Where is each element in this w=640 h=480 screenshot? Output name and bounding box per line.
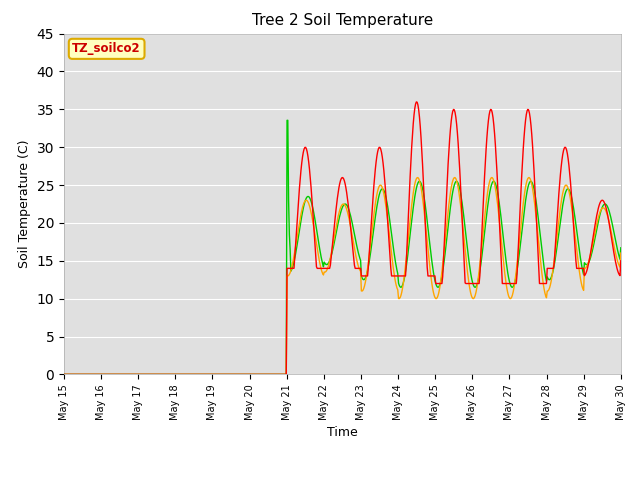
Tree2 -2cm <box>127 372 135 377</box>
Line: Tree2 -2cm: Tree2 -2cm <box>64 102 621 374</box>
Tree2 -4cm <box>617 250 625 256</box>
Tree2 -4cm <box>70 372 78 377</box>
Line: Tree2 -8cm: Tree2 -8cm <box>64 120 621 374</box>
Tree2 -8cm <box>127 372 135 377</box>
Tree2 -8cm <box>428 252 435 258</box>
Tree2 -4cm <box>410 185 418 191</box>
Tree2 -8cm <box>411 194 419 200</box>
Title: Tree 2 Soil Temperature: Tree 2 Soil Temperature <box>252 13 433 28</box>
Line: Tree2 -4cm: Tree2 -4cm <box>64 178 621 374</box>
Tree2 -4cm <box>214 372 221 377</box>
Tree2 -4cm <box>525 175 532 180</box>
Tree2 -4cm <box>426 269 434 275</box>
Tree2 -8cm <box>214 372 221 377</box>
Tree2 -8cm <box>284 118 292 123</box>
Text: TZ_soilco2: TZ_soilco2 <box>72 42 141 55</box>
Tree2 -2cm <box>214 372 221 377</box>
Tree2 -8cm <box>70 372 78 377</box>
Tree2 -4cm <box>184 372 192 377</box>
Tree2 -4cm <box>60 372 68 377</box>
Y-axis label: Soil Temperature (C): Soil Temperature (C) <box>18 140 31 268</box>
Tree2 -2cm <box>60 372 68 377</box>
Tree2 -2cm <box>184 372 192 377</box>
X-axis label: Time: Time <box>327 426 358 439</box>
Tree2 -2cm <box>70 372 78 377</box>
Tree2 -2cm <box>410 112 418 118</box>
Tree2 -8cm <box>60 372 68 377</box>
Tree2 -2cm <box>428 273 435 279</box>
Tree2 -2cm <box>617 258 625 264</box>
Tree2 -4cm <box>127 372 135 377</box>
Tree2 -8cm <box>617 245 625 251</box>
Tree2 -2cm <box>413 99 420 105</box>
Tree2 -8cm <box>184 372 192 377</box>
